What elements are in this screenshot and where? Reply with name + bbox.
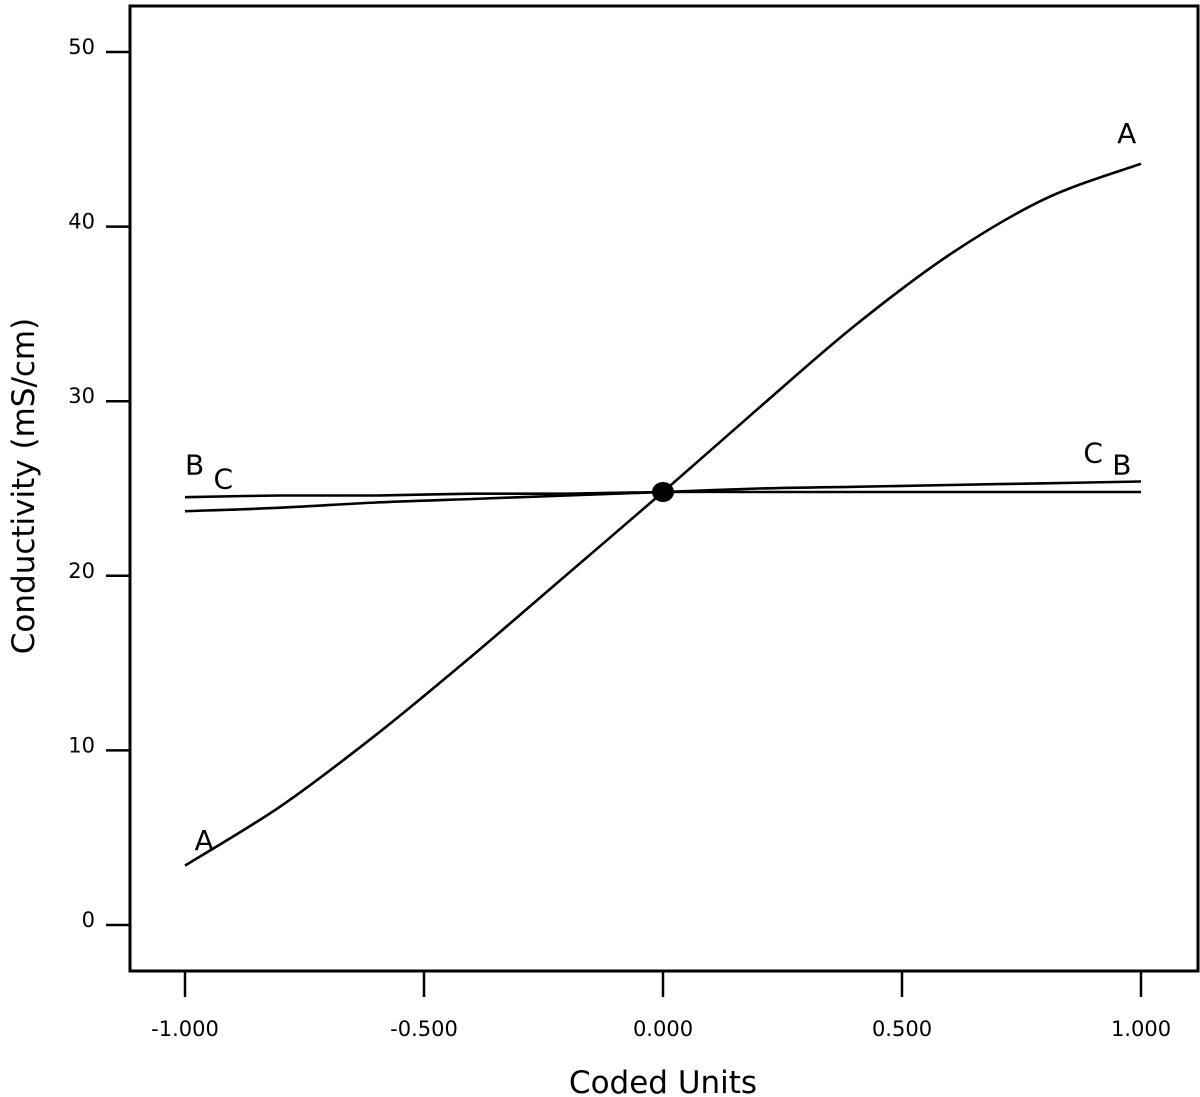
y-tick-label: 0 xyxy=(82,908,95,932)
series-label-a: A xyxy=(195,824,214,857)
y-tick-label: 50 xyxy=(68,35,95,59)
x-tick-label: 0.500 xyxy=(872,1017,932,1041)
y-tick-label: 30 xyxy=(68,384,95,408)
y-tick-label: 20 xyxy=(68,559,95,583)
y-tick-label: 40 xyxy=(68,210,95,234)
x-tick-label: -0.500 xyxy=(390,1017,458,1041)
series-line-a xyxy=(184,162,1142,867)
series-label-c: C xyxy=(213,463,233,496)
series-label-c: C xyxy=(1083,436,1103,469)
x-tick-label: -1.000 xyxy=(151,1017,219,1041)
x-tick-label: 1.000 xyxy=(1111,1017,1171,1041)
y-axis-ticks: 0 10 20 30 40 50 xyxy=(68,35,130,932)
series-label-b: B xyxy=(1112,449,1131,482)
x-tick-label: 0.000 xyxy=(633,1017,693,1041)
y-tick-label: 10 xyxy=(68,733,95,757)
series-labels: AAB CC B xyxy=(185,117,1136,857)
x-axis-ticks: -1.000 -0.500 0.000 0.500 1.000 xyxy=(151,971,1171,1041)
reference-point-marker xyxy=(652,481,674,502)
y-axis-title: Conductivity (mS/cm) xyxy=(6,318,42,654)
x-axis-title: Coded Units xyxy=(569,1065,757,1097)
series-layer xyxy=(184,162,1142,867)
series-label-b: B xyxy=(185,449,204,482)
series-label-a: A xyxy=(1117,117,1136,150)
